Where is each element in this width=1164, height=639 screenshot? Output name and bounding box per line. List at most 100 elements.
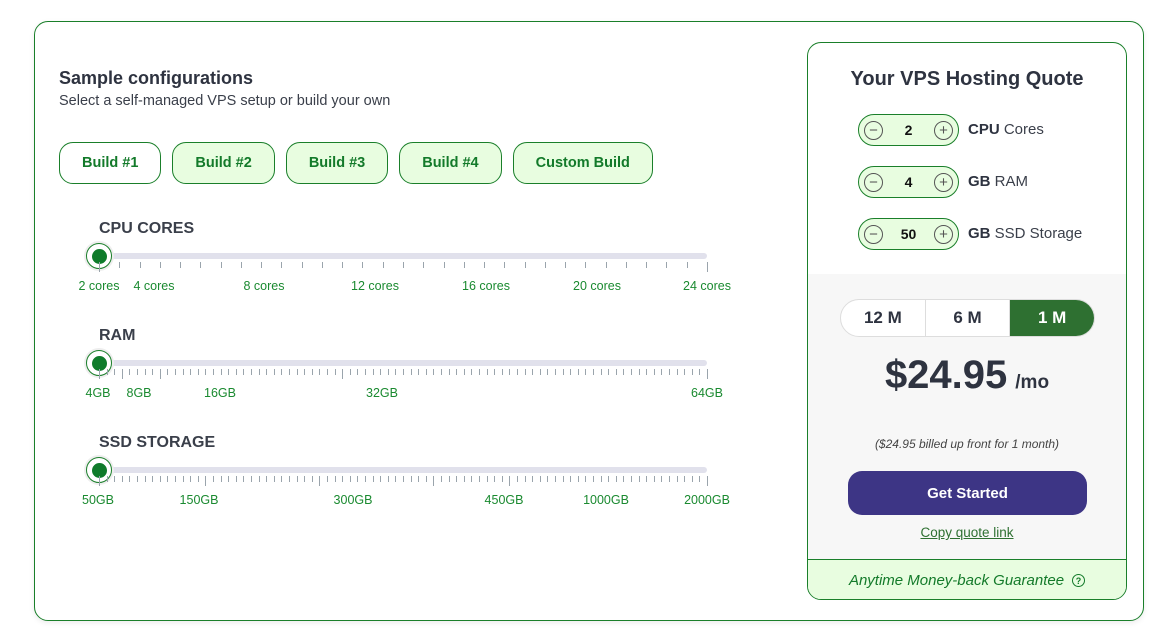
build-1-button[interactable]: Build #1 (59, 142, 162, 184)
ssd-stepper-value[interactable]: 50 (900, 226, 917, 242)
minus-icon[interactable]: − (864, 120, 883, 140)
tick-mark (350, 369, 351, 375)
tick-mark (350, 476, 351, 482)
tick-mark (456, 476, 457, 482)
ssd-tick-label[interactable]: 450GB (484, 493, 524, 507)
ram-tick-label[interactable]: 4GB (85, 386, 111, 400)
tick-mark (540, 476, 541, 482)
ssd-tick-label[interactable]: 150GB (179, 493, 219, 507)
cpu-tick-label[interactable]: 2 cores (78, 279, 120, 293)
cpu-slider-track[interactable] (99, 253, 707, 259)
minus-icon[interactable]: − (864, 224, 883, 244)
ssd-tick-label[interactable]: 50GB (82, 493, 114, 507)
tick-mark (494, 369, 495, 375)
cpu-stepper-value[interactable]: 2 (904, 122, 913, 138)
term-6m[interactable]: 6 M (926, 300, 1011, 336)
ram-stepper-label: GB RAM (968, 173, 1028, 190)
tick-mark (383, 262, 384, 268)
tick-mark (471, 476, 472, 482)
ram-tick-label[interactable]: 8GB (126, 386, 152, 400)
tick-mark (365, 369, 366, 375)
build-buttons: Build #1 Build #2 Build #3 Build #4 Cust… (59, 142, 653, 184)
cpu-tick-label[interactable]: 12 cores (351, 279, 399, 293)
build-2-button[interactable]: Build #2 (172, 142, 275, 184)
cpu-slider-ticks (99, 262, 708, 272)
tick-mark (585, 369, 586, 375)
tick-mark (464, 369, 465, 375)
help-icon[interactable]: ? (1072, 574, 1086, 587)
tick-mark (532, 369, 533, 375)
tick-mark (433, 476, 434, 486)
build-4-button[interactable]: Build #4 (399, 142, 502, 184)
plus-icon[interactable]: + (933, 224, 953, 244)
tick-mark (687, 262, 688, 268)
tick-mark (563, 476, 564, 482)
tick-mark (565, 262, 566, 268)
tick-mark (342, 369, 343, 379)
tick-mark (129, 476, 130, 482)
tick-mark (646, 262, 647, 268)
tick-mark (152, 476, 153, 482)
ram-slider-track[interactable] (99, 360, 707, 366)
tick-mark (669, 369, 670, 375)
tick-mark (578, 476, 579, 482)
ssd-tick-label[interactable]: 1000GB (583, 493, 629, 507)
cpu-tick-label[interactable]: 4 cores (133, 279, 175, 293)
ssd-slider-track[interactable] (99, 467, 707, 473)
minus-icon[interactable]: − (864, 172, 883, 192)
tick-mark (517, 369, 518, 375)
term-12m[interactable]: 12 M (841, 300, 926, 336)
tick-mark (707, 262, 708, 272)
cpu-tick-label[interactable]: 16 cores (462, 279, 510, 293)
tick-mark (578, 369, 579, 375)
tick-mark (251, 476, 252, 482)
section-title: Sample configurations (59, 68, 254, 88)
cpu-tick-label[interactable]: 24 cores (683, 279, 731, 293)
tick-mark (205, 369, 206, 375)
tick-mark (119, 262, 120, 268)
tick-mark (266, 476, 267, 482)
tick-mark (140, 262, 141, 268)
tick-mark (259, 369, 260, 375)
plus-icon[interactable]: + (933, 172, 953, 192)
quote-title: Your VPS Hosting Quote (850, 68, 1084, 90)
tick-mark (312, 476, 313, 482)
tick-mark (540, 369, 541, 375)
tick-mark (423, 262, 424, 268)
tick-mark (570, 476, 571, 482)
tick-mark (563, 369, 564, 375)
plus-icon[interactable]: + (933, 120, 953, 140)
tick-mark (167, 369, 168, 375)
ram-tick-label[interactable]: 32GB (366, 386, 398, 400)
cpu-tick-label[interactable]: 8 cores (243, 279, 285, 293)
tick-mark (426, 369, 427, 375)
custom-build-button[interactable]: Custom Build (512, 142, 653, 184)
cpu-tick-label[interactable]: 20 cores (573, 279, 621, 293)
build-3-button[interactable]: Build #3 (285, 142, 389, 184)
tick-mark (403, 369, 404, 375)
ram-tick-label[interactable]: 64GB (691, 386, 723, 400)
tick-mark (449, 369, 450, 375)
tick-mark (707, 476, 708, 486)
ssd-tick-label[interactable]: 300GB (333, 493, 373, 507)
tick-mark (631, 476, 632, 482)
get-started-button[interactable]: Get Started (848, 471, 1087, 515)
ram-tick-label[interactable]: 16GB (204, 386, 236, 400)
tick-mark (281, 262, 282, 268)
tick-mark (692, 369, 693, 375)
tick-mark (259, 476, 260, 482)
tick-mark (616, 476, 617, 482)
tick-mark (175, 369, 176, 375)
term-1m[interactable]: 1 M (1010, 300, 1094, 336)
ram-stepper-value[interactable]: 4 (904, 174, 913, 190)
tick-mark (302, 262, 303, 268)
tick-mark (509, 369, 510, 375)
tick-mark (677, 476, 678, 482)
tick-mark (395, 369, 396, 375)
copy-quote-link[interactable]: Copy quote link (920, 525, 1014, 540)
ssd-tick-label[interactable]: 2000GB (684, 493, 730, 507)
tick-mark (365, 476, 366, 482)
tick-mark (190, 476, 191, 482)
tick-mark (380, 476, 381, 482)
ssd-stepper: − 50 + (858, 218, 959, 250)
